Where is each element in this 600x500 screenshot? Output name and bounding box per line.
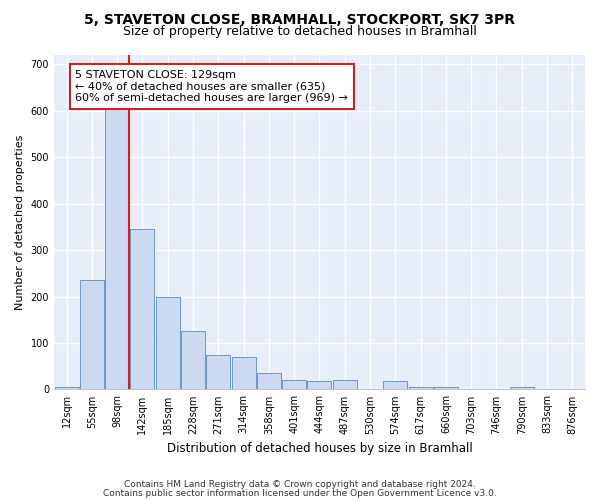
Bar [409,387,433,390]
Bar [105,88,129,390]
Y-axis label: Number of detached properties: Number of detached properties [15,134,25,310]
Text: 5, STAVETON CLOSE, BRAMHALL, STOCKPORT, SK7 3PR: 5, STAVETON CLOSE, BRAMHALL, STOCKPORT, … [85,12,515,26]
X-axis label: Distribution of detached houses by size in Bramhall: Distribution of detached houses by size … [167,442,472,455]
Bar [80,280,104,390]
Bar [156,296,180,390]
Bar [206,354,230,390]
Bar [181,332,205,390]
Bar [434,387,458,390]
Bar [55,387,79,390]
Text: Contains public sector information licensed under the Open Government Licence v3: Contains public sector information licen… [103,490,497,498]
Bar [282,380,306,390]
Text: Contains HM Land Registry data © Crown copyright and database right 2024.: Contains HM Land Registry data © Crown c… [124,480,476,489]
Bar [130,229,154,390]
Bar [307,381,331,390]
Bar [232,357,256,390]
Bar [257,373,281,390]
Text: 5 STAVETON CLOSE: 129sqm
← 40% of detached houses are smaller (635)
60% of semi-: 5 STAVETON CLOSE: 129sqm ← 40% of detach… [75,70,348,103]
Text: Size of property relative to detached houses in Bramhall: Size of property relative to detached ho… [123,25,477,38]
Bar [383,381,407,390]
Bar [510,387,534,390]
Bar [333,380,357,390]
